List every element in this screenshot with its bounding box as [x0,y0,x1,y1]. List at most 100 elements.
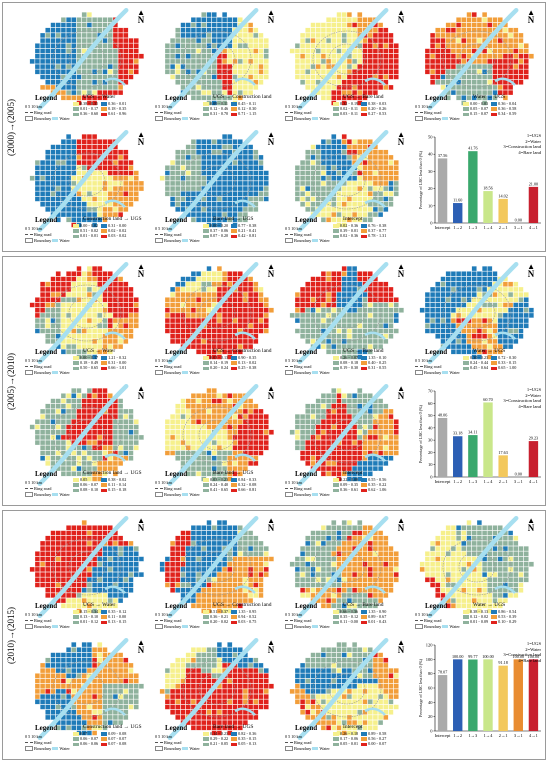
north-arrow-glyph: ▲ [397,262,405,271]
map-grid-cell [372,48,378,54]
map-grid-cell [81,471,87,477]
map-grid-cell [352,84,358,90]
map-grid-cell [107,170,113,176]
map-grid-cell [232,297,238,303]
map-grid-cell [367,349,373,355]
map-grid-cell [513,58,519,64]
map-grid-cell [346,403,352,409]
map-grid-cell [190,556,196,562]
map-grid-cell [326,281,332,287]
map-grid-cell [206,27,212,33]
map-grid-cell [102,414,108,420]
map-grid-cell [253,32,259,38]
map-grid-cell [430,302,436,308]
map-grid-cell [185,38,191,44]
map-grid-cell [310,170,316,176]
map-grid-cell [133,323,139,329]
map-grid-cell [92,271,98,277]
map-grid-cell [300,48,306,54]
map-grid-cell [456,286,462,292]
map-grid-cell [60,286,66,292]
map-grid-cell [112,292,118,298]
map-grid-cell [237,186,243,192]
map-grid-cell [92,338,98,344]
map-grid-cell [508,281,514,287]
map-grid-cell [362,175,368,181]
map-grid-cell [128,160,134,166]
map-grid-cell [440,302,446,308]
map-grid-cell [383,440,389,446]
boundary-label: Boundary [34,115,53,121]
map-grid-cell [305,281,311,287]
map-grid-cell [362,302,368,308]
map-grid-cell [45,74,51,80]
map-grid-cell [253,297,259,303]
map-grid-cell [118,281,124,287]
legend-item: 0.31 - 0.55 [361,365,386,370]
map-grid-cell [263,414,269,420]
map-grid-cell [170,556,176,562]
map-grid-cell [523,318,529,324]
map-grid-cell [315,180,321,186]
map-grid-cell [201,139,207,145]
map-grid-cell [487,328,493,334]
legend-range: 0.61 - 0.96 [108,111,127,117]
map-grid-cell [190,393,196,399]
map-grid-cell [222,95,228,101]
map-grid-cell [45,32,51,38]
map-grid-cell [211,344,217,350]
legend-item: 0.12 - 0.46 [203,106,228,111]
map-grid-cell [222,175,228,181]
map-grid-cell [492,323,498,329]
map-grid-cell [201,312,207,318]
map-grid-cell [326,424,332,430]
map-grid-cell [92,471,98,477]
map-grid-cell [430,48,436,54]
map-grid-cell [336,43,342,49]
map-grid-cell [424,48,430,54]
map-grid-cell [336,398,342,404]
map-grid-cell [29,424,35,430]
map-grid-cell [326,17,332,23]
map-grid-cell [466,328,472,334]
map-grid-cell [310,450,316,456]
map-grid-cell [393,175,399,181]
map-grid-cell [133,175,139,181]
map-grid-cell [222,32,228,38]
map-grid-cell [372,53,378,59]
map-grid-cell [170,338,176,344]
map-grid-cell [222,170,228,176]
map-grid-cell [326,90,332,96]
map-grid-cell [66,286,72,292]
map-grid-cell [440,69,446,75]
map-grid-cell [66,170,72,176]
map-grid-cell [346,354,352,360]
map-grid-cell [367,466,373,472]
map-panel: ▲ N Legend Bare land → UGS 0.03 - 0.23 0.84 -… [153,381,281,499]
map-grid-cell [378,398,384,404]
map-grid-cell [112,556,118,562]
map-grid-cell [352,349,358,355]
map-grid-cell [170,170,176,176]
panel-legend: 0.15 - 0.34 0.35 - 0.12 0.13 - 0.10 0.11 - … [73,609,126,625]
map-grid-cell [357,344,363,350]
north-arrow-glyph: ▲ [267,130,275,139]
map-grid-cell [320,398,326,404]
legend-item: 0.20 - 0.24 [203,365,228,370]
map-grid-cell [118,561,124,567]
map-grid-cell [487,53,493,59]
map-grid-cell [170,64,176,70]
map-grid-cell [242,38,248,44]
map-grid-cell [352,48,358,54]
map-grid-cell [248,338,254,344]
map-grid-cell [471,271,477,277]
legend-swatch [101,366,108,371]
map-grid-cell [336,79,342,85]
map-grid-cell [50,414,56,420]
map-grid-cell [232,556,238,562]
map-grid-cell [107,64,113,70]
map-grid-cell [86,603,92,609]
map-grid-cell [253,27,259,33]
map-grid-cell [518,286,524,292]
